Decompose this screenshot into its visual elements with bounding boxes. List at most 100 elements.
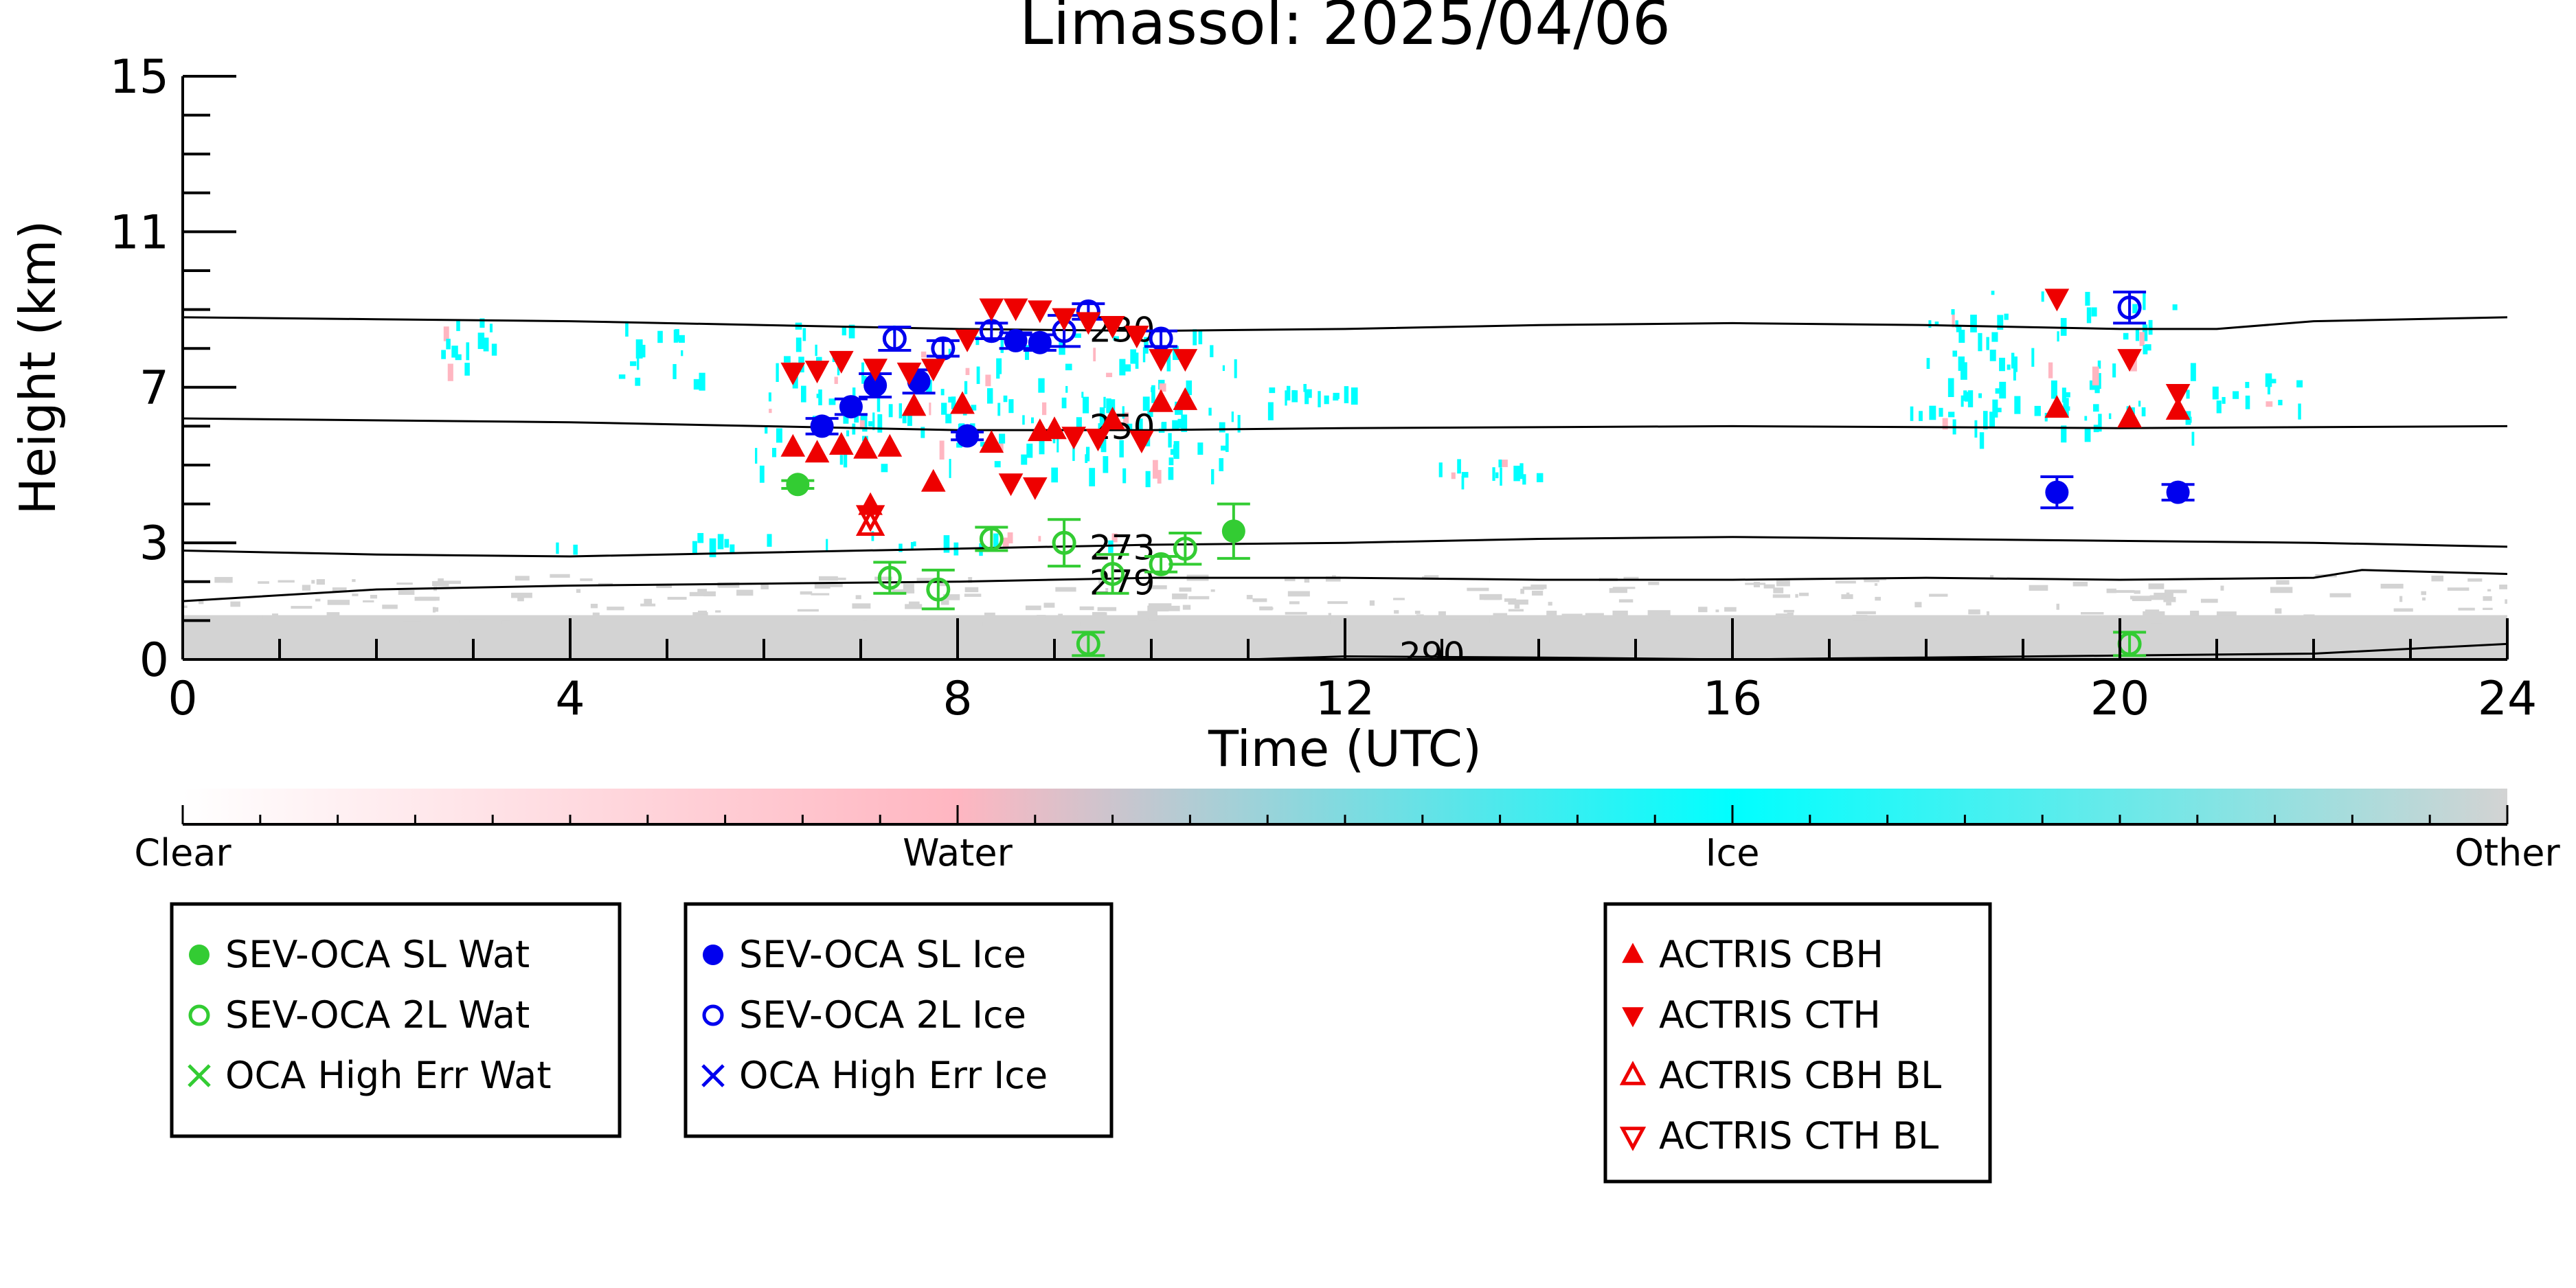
cloud-speck-other [2458,607,2475,611]
cloud-pixel [2139,332,2145,346]
cloud-pixel [1103,456,1109,473]
marker-actris-cth [1076,312,1101,335]
cloud-speck-other [862,620,868,626]
cloud-pixel [1038,536,1041,542]
cloud-speck-other [1438,611,1446,617]
cloud-pixel [2191,431,2195,446]
cloud-speck-other [683,620,695,624]
cloud-speck-other [1514,602,1520,609]
cloud-speck-other [1043,602,1055,608]
cloud-speck-other [1798,592,1809,596]
cloud-speck-other [1914,602,1922,608]
cloud-speck-other [1531,591,1544,596]
cloud-speck-other [2163,596,2176,602]
cloud-pixel [768,392,771,402]
legend-marker-actris-cbh-bl [1619,1061,1647,1085]
cloud-pixel [800,385,806,403]
colorbar-label: Water [903,831,1013,874]
cloud-speck-other [291,606,313,609]
cloud-speck-other [396,583,413,585]
cloud-pixel [1997,315,2004,330]
cloud-speck-other [1327,601,1348,605]
error-bars [781,291,2195,657]
marker-actris-cth [920,359,946,382]
cloud-speck-other [2487,589,2492,591]
cloud-pixel [910,542,914,549]
cloud-pixel [996,358,1002,374]
cloud-pixel [2091,307,2097,317]
cloud-speck-other [1098,578,1103,584]
cloud-pixel [573,544,578,555]
cloud-pixel [1958,330,1965,343]
cloud-pixel [1051,467,1059,483]
cloud-speck-other [982,622,1002,627]
marker-actris-cbh [2044,395,2070,418]
cloud-pixel [1208,407,1212,416]
marker-actris-cth [1061,427,1087,450]
cloud-pixel [1170,449,1176,455]
cloud-pixel [699,372,705,391]
cloud-pixel [1161,422,1164,429]
cloud-pixel [965,368,970,375]
marker-actris-cth [2044,289,2070,312]
cloud-pixel [1181,414,1188,432]
cloud-speck-other [1246,595,1253,600]
cloud-pixel [1939,407,1943,417]
cloud-speck-other [1148,618,1158,621]
cloud-speck-other [370,594,378,599]
cloud-speck-other [501,620,510,625]
marker-actris-cbh [877,433,903,457]
cloud-pixel [2057,331,2059,342]
cloud-pixel [877,396,881,412]
cloud-speck-other [1803,618,1821,623]
cloud-pixel [477,332,485,350]
cloud-pixel [1974,420,1978,438]
cloud-speck-other [2422,597,2426,601]
cloud-pixel [673,363,677,379]
cloud-speck-other [438,580,461,585]
x-axis-label: Time (UTC) [1208,720,1482,778]
cloud-speck-other [550,574,570,578]
cloud-speck-other [2270,587,2293,594]
cloud-pixel [2190,363,2196,381]
cloud-speck-other [2216,611,2237,616]
cloud-pixel [618,374,626,379]
cloud-speck-other [715,610,721,613]
cloud-pixel [1285,390,1287,406]
cloud-pixel [2093,404,2099,412]
cloud-pixel [852,387,856,401]
cloud-pixel [1948,411,1955,418]
cloud-pixel [1089,468,1096,487]
cloud-pixel [1219,457,1224,471]
cloud-pixel [1451,472,1456,479]
cloud-speck-other [797,609,819,612]
cloud-speck-other [2154,592,2173,598]
colorbar-label: Clear [134,831,231,874]
cloud-pixel [1267,402,1274,420]
x-tick-label: 24 [2478,672,2538,726]
cloud-pixel [862,415,868,432]
marker-actris-cbh [901,393,927,416]
cloud-pixel [1003,395,1008,403]
cloud-pixel [1952,350,1958,357]
marker-actris-cbh [979,430,1004,453]
cloud-pixel [1989,349,1996,361]
cloud-speck-other [916,578,935,583]
marker-sev-oca-2l-ice [2117,295,2142,320]
marker-sev-oca-sl-ice [956,424,980,448]
cloud-pixel [943,535,950,553]
legend-box: ACTRIS CBH ACTRIS CTH ACTRIS CBH BL ACTRIS … [1603,902,1992,1184]
cloud-pixel [2141,407,2146,417]
legend-label: ACTRIS CTH [1659,993,1881,1037]
y-tick-label: 11 [109,205,169,260]
cloud-speck-other [1989,575,1994,580]
cloud-speck-other [903,583,914,589]
cloud-pixel [1955,320,1958,328]
cloud-pixel [2098,414,2102,432]
cloud-pixel [1176,406,1183,415]
cloud-speck-other [1795,594,1798,598]
cloud-speck-other [1609,588,1627,594]
cloud-pixel [1967,390,1974,407]
legend-marker-actris-cth [1622,1007,1644,1028]
marker-sev-oca-2l-wat [1149,552,1173,576]
